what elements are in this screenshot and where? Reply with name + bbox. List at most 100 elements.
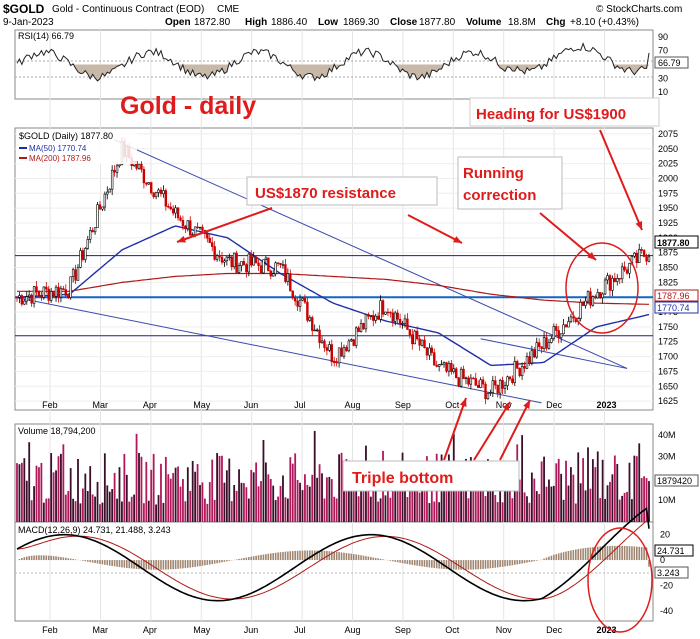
volume-bar xyxy=(255,462,258,522)
volume-bar xyxy=(157,495,160,522)
price-bar-body xyxy=(242,261,246,265)
macd-histogram-bar xyxy=(206,560,209,565)
macd-histogram-bar xyxy=(121,560,123,568)
volume-bar xyxy=(333,496,336,522)
price-bar-body xyxy=(230,256,233,268)
volume-bar xyxy=(135,433,138,522)
price-bar-body xyxy=(620,266,624,280)
triple-bottom-text: Triple bottom xyxy=(352,470,453,487)
price-bar-body xyxy=(498,380,502,394)
price-bar-body xyxy=(591,296,595,306)
price-bar-body xyxy=(254,256,258,264)
volume-bar xyxy=(189,490,192,522)
arrow-shaft xyxy=(407,214,463,244)
volume-bar xyxy=(479,464,482,522)
macd-histogram-bar xyxy=(633,546,636,561)
price-bar-body xyxy=(281,264,285,266)
volume-bar xyxy=(128,501,131,522)
volume-bar xyxy=(609,481,611,522)
rsi-value-tag xyxy=(654,56,689,69)
price-bar-body xyxy=(74,269,77,281)
price-bar-body xyxy=(418,338,421,346)
price-bar-body xyxy=(481,379,485,385)
price-bar-body xyxy=(276,262,280,264)
price-bar-body xyxy=(89,230,92,240)
macd-histogram-bar xyxy=(272,553,275,561)
macd-histogram-bar xyxy=(589,547,592,561)
price-bar-body xyxy=(645,256,648,262)
price-bar-body xyxy=(145,182,148,185)
arrow-shaft xyxy=(599,129,643,231)
volume-bar xyxy=(472,475,475,522)
macd-histogram-bar xyxy=(499,560,501,568)
price-bar-body xyxy=(557,330,560,339)
price-bar-body xyxy=(564,324,568,328)
close-label: Close xyxy=(390,17,418,28)
annotation-arrows xyxy=(176,129,643,461)
month-tick-label: Jun xyxy=(244,400,259,410)
rsi-tick-label: 30 xyxy=(658,73,668,83)
arrow-head xyxy=(459,398,467,407)
volume-bar xyxy=(567,485,570,522)
macd-histogram-bar xyxy=(155,560,157,570)
resistance-box xyxy=(246,176,438,206)
price-tick-label: 2050 xyxy=(658,144,678,154)
macd-month-tick-label: Dec xyxy=(546,625,563,635)
macd-tag xyxy=(654,544,694,557)
volume-bar xyxy=(528,502,531,522)
price-bar-body xyxy=(362,322,365,330)
macd-legend: MACD(12,26,9) 24.731, 21.488, 3.243 xyxy=(18,525,171,535)
price-bar-body xyxy=(403,318,407,324)
macd-histogram-bar xyxy=(618,545,621,561)
ma200-tag-text: 1787.96 xyxy=(657,291,690,301)
volume-bar xyxy=(494,494,497,522)
macd-histogram-bar xyxy=(338,552,340,561)
price-bar-body xyxy=(354,327,358,346)
volume-bar xyxy=(42,502,45,522)
macd-month-tick-label: Mar xyxy=(92,625,108,635)
price-bar-body xyxy=(293,297,297,302)
price-bar-body xyxy=(552,326,556,339)
month-tick-label: Dec xyxy=(546,400,563,410)
price-bar-body xyxy=(357,327,360,332)
macd-histogram-bar xyxy=(57,556,60,561)
close-value: 1877.80 xyxy=(419,17,456,28)
high-value: 1886.40 xyxy=(271,17,308,28)
volume-bar xyxy=(201,482,204,522)
volume-bar xyxy=(460,468,463,522)
price-bar-body xyxy=(374,315,377,321)
volume-bar xyxy=(430,491,433,522)
macd-histogram-bar xyxy=(33,555,35,561)
volume-bar xyxy=(438,502,441,522)
volume-bar xyxy=(18,464,21,522)
price-bar-body xyxy=(494,380,497,386)
volume-bar xyxy=(518,479,521,522)
volume-bar xyxy=(379,498,382,522)
price-tick-label: 1725 xyxy=(658,337,678,347)
volume-bar xyxy=(545,486,548,522)
macd-histogram-bar xyxy=(167,560,170,570)
rsi-value-tag-text: 66.79 xyxy=(658,58,681,68)
price-bar-body xyxy=(69,276,72,298)
volume-bar xyxy=(77,458,79,522)
price-bar-body xyxy=(215,255,219,260)
macd-histogram-bar xyxy=(614,545,616,561)
macd-tag-text: 24.731 xyxy=(657,546,685,556)
volume-bar xyxy=(282,475,284,522)
price-bar-body xyxy=(603,279,607,295)
macd-histogram-bar xyxy=(340,552,343,561)
price-bar-body xyxy=(420,339,424,346)
macd-histogram-bar xyxy=(91,560,94,563)
price-bar-body xyxy=(376,315,380,320)
arrow-head xyxy=(523,400,530,409)
volume-bar xyxy=(521,435,524,522)
price-bar-body xyxy=(91,230,94,233)
macd-histogram-bar xyxy=(208,560,211,565)
macd-histogram-bar xyxy=(157,560,160,570)
price-bar-body xyxy=(184,225,187,230)
macd-histogram-bar xyxy=(572,549,575,561)
correction-circle xyxy=(565,242,639,334)
volume-bar xyxy=(526,496,528,522)
price-bar-body xyxy=(476,384,480,388)
volume-bar xyxy=(230,501,233,522)
